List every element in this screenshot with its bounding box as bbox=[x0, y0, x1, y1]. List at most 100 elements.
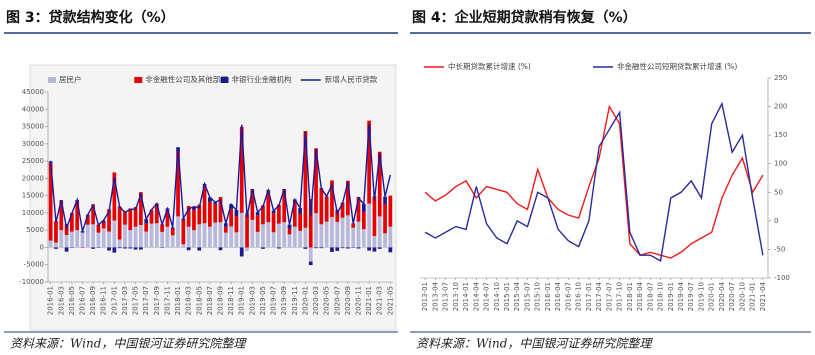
legend-swatch bbox=[220, 77, 229, 83]
x-tick-label: 2019-01 bbox=[238, 286, 246, 315]
bar bbox=[218, 247, 223, 251]
bar bbox=[271, 232, 276, 248]
x-tick-label: 2018-04 bbox=[636, 281, 644, 311]
x-tick-label: 2020-07 bbox=[333, 286, 341, 315]
bar bbox=[48, 240, 53, 248]
x-tick-label: 2018-03 bbox=[185, 286, 193, 315]
bar bbox=[96, 224, 101, 233]
x-tick-label: 2017-07 bbox=[142, 286, 150, 315]
bar bbox=[314, 148, 318, 214]
series-line bbox=[49, 123, 392, 232]
bar bbox=[64, 247, 69, 252]
x-tick-label: 2021-01 bbox=[365, 286, 373, 315]
bar bbox=[202, 223, 207, 248]
bar bbox=[139, 247, 143, 250]
bar bbox=[170, 227, 175, 229]
x-tick-label: 2019-11 bbox=[291, 286, 299, 315]
bar bbox=[356, 221, 361, 248]
bar bbox=[223, 226, 228, 233]
bar bbox=[319, 247, 324, 249]
bar bbox=[218, 222, 223, 248]
bar bbox=[59, 200, 64, 231]
x-tick-label: 2014-01 bbox=[462, 282, 470, 311]
bar bbox=[101, 228, 106, 248]
series-line bbox=[424, 104, 764, 259]
x-tick-label: 2013-01 bbox=[421, 282, 429, 311]
legend-label: 非金融性公司短期贷款累计增速 (%) bbox=[617, 61, 737, 71]
bar bbox=[261, 224, 265, 248]
bar bbox=[383, 203, 387, 234]
x-tick-label: 2018-07 bbox=[206, 286, 214, 315]
bar bbox=[388, 247, 393, 253]
x-tick-label: 2016-05 bbox=[68, 286, 76, 315]
bar bbox=[239, 212, 244, 248]
bar bbox=[123, 224, 127, 248]
bar bbox=[367, 247, 371, 251]
bar bbox=[377, 151, 382, 217]
x-tick-label: 2017-01 bbox=[110, 286, 118, 315]
bar bbox=[277, 223, 281, 248]
bar bbox=[377, 247, 382, 249]
bar bbox=[340, 217, 345, 248]
bar bbox=[239, 126, 244, 213]
bar bbox=[298, 208, 302, 214]
x-tick-label: 2021-05 bbox=[386, 286, 394, 315]
x-tick-label: 2016-01 bbox=[47, 286, 55, 315]
bar bbox=[117, 247, 122, 249]
x-tick-label: 2021-03 bbox=[376, 286, 384, 315]
bar bbox=[85, 214, 90, 225]
bar bbox=[330, 180, 334, 218]
bar bbox=[361, 203, 366, 212]
bar bbox=[346, 215, 350, 248]
x-tick-label: 2015-01 bbox=[503, 282, 511, 311]
x-tick-label: 2014-10 bbox=[493, 282, 501, 311]
bar bbox=[229, 226, 233, 248]
bar bbox=[298, 230, 302, 248]
bar bbox=[160, 231, 164, 248]
bar bbox=[367, 203, 371, 248]
bar bbox=[123, 247, 127, 249]
bar bbox=[388, 195, 393, 227]
chart-title: 图 3：贷款结构变化（%） bbox=[6, 9, 175, 26]
bar bbox=[70, 212, 74, 232]
bar bbox=[144, 223, 149, 232]
x-tick-label: 2016-09 bbox=[89, 286, 97, 315]
x-tick-label: 2019-05 bbox=[259, 286, 267, 315]
bar bbox=[324, 221, 329, 248]
bar bbox=[372, 236, 377, 248]
x-tick-label: 2020-05 bbox=[323, 286, 331, 315]
bar bbox=[133, 207, 138, 227]
x-tick-label: 2020-07 bbox=[728, 282, 736, 311]
x-tick-label: 2018-07 bbox=[646, 282, 654, 311]
bar bbox=[117, 206, 122, 240]
bar bbox=[303, 247, 308, 249]
bar bbox=[96, 232, 101, 248]
x-tick-label: 2020-10 bbox=[738, 282, 746, 311]
source-note: 资料来源：Wind，中国银河证券研究院整理 bbox=[416, 337, 653, 351]
bar bbox=[255, 212, 260, 216]
bar bbox=[170, 235, 175, 248]
bar bbox=[197, 224, 202, 248]
bar bbox=[75, 201, 80, 231]
bar bbox=[250, 219, 255, 248]
x-tick-label: 2017-03 bbox=[121, 286, 129, 315]
x-tick-label: 2017-05 bbox=[132, 286, 140, 315]
bar bbox=[112, 172, 117, 221]
bar bbox=[250, 189, 255, 220]
bar bbox=[208, 197, 212, 202]
x-tick-label: 2018-01 bbox=[626, 282, 634, 311]
legend-label: 非金融性公司及其他部门 bbox=[145, 74, 228, 84]
bar bbox=[208, 201, 212, 227]
x-tick-label: 2018-10 bbox=[657, 282, 665, 311]
bar bbox=[361, 229, 366, 248]
x-tick-label: 2019-01 bbox=[667, 282, 675, 311]
bar bbox=[255, 231, 260, 248]
x-tick-label: 2021-01 bbox=[749, 282, 757, 311]
bar bbox=[271, 210, 276, 214]
series-line bbox=[424, 101, 764, 262]
bar bbox=[170, 228, 175, 236]
y-tick-label: 25000 bbox=[22, 157, 44, 165]
bar bbox=[128, 208, 133, 231]
bar bbox=[213, 222, 218, 248]
